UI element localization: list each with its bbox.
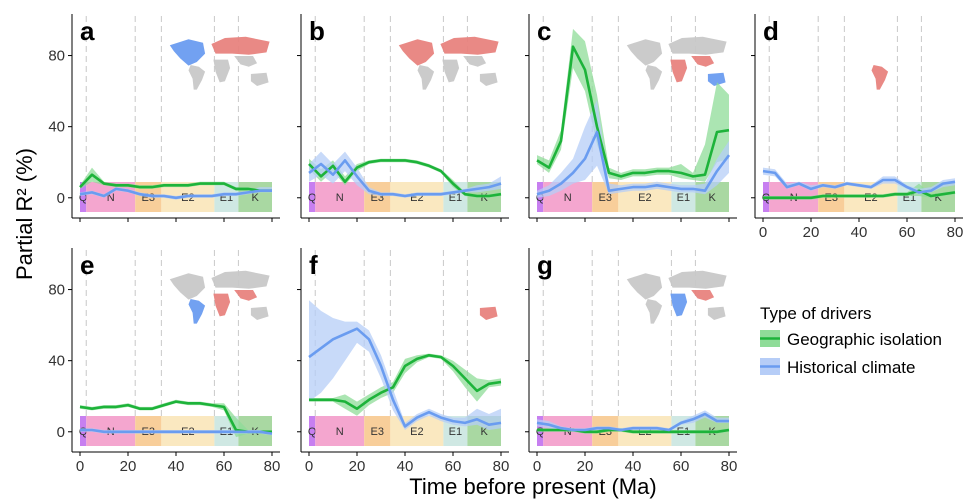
map-region-indomalayan <box>691 290 714 301</box>
legend: Type of drivers Geographic isolation His… <box>760 304 942 377</box>
map-inset-e <box>170 271 270 324</box>
map-region-neotropical <box>646 65 663 90</box>
epoch-label-e2: E2 <box>864 192 877 204</box>
x-tick-label: 20 <box>803 224 820 241</box>
y-tick-label: 0 <box>57 424 65 441</box>
panel-letter-a: a <box>80 16 95 46</box>
x-tick-label: 0 <box>76 458 84 475</box>
map-region-indomalayan <box>234 56 257 67</box>
map-region-indomalayan <box>691 56 714 67</box>
map-region-afrotropical <box>213 60 230 83</box>
x-tick-label: 60 <box>216 458 233 475</box>
epoch-label-e3: E3 <box>371 426 384 438</box>
x-tick-label: 80 <box>947 224 964 241</box>
map-region-neotropical <box>872 65 889 90</box>
x-tick-label: 0 <box>533 458 541 475</box>
map-inset-g <box>627 271 727 324</box>
y-tick-label: 0 <box>57 190 65 207</box>
x-tick-label: 60 <box>673 458 690 475</box>
epoch-label-n: N <box>336 192 344 204</box>
map-inset-c <box>627 37 727 90</box>
epoch-label-n: N <box>564 192 572 204</box>
map-region-neotropical <box>189 65 206 90</box>
series-line-historical-climate <box>80 430 272 434</box>
map-region-palearctic <box>211 271 269 289</box>
map-inset-a <box>170 37 270 90</box>
map-region-neotropical <box>418 65 435 90</box>
x-tick-label: 40 <box>625 458 642 475</box>
x-tick-label: 20 <box>577 458 594 475</box>
panel-letter-c: c <box>537 16 551 46</box>
epoch-label-e2: E2 <box>410 426 423 438</box>
y-tick-label: 40 <box>48 119 65 136</box>
x-tick-label: 40 <box>168 458 185 475</box>
map-region-palearctic <box>440 37 498 55</box>
panel-letter-b: b <box>309 16 325 46</box>
y-tick-label: 40 <box>48 353 65 370</box>
y-tick-label: 80 <box>48 282 65 299</box>
y-axis-label: Partial R² (%) <box>12 148 37 280</box>
map-region-australasian <box>480 307 498 320</box>
epoch-label-e3: E3 <box>825 192 838 204</box>
x-axis-label: Time before present (Ma) <box>409 474 656 499</box>
legend-title: Type of drivers <box>760 304 872 323</box>
map-region-neotropical <box>189 299 206 324</box>
legend-label-geographic-isolation: Geographic isolation <box>787 330 942 349</box>
panel-d: QNE3E2E1K020406080d <box>751 14 963 241</box>
epoch-label-n: N <box>336 426 344 438</box>
map-region-afrotropical <box>670 60 687 83</box>
map-region-nearctic <box>170 273 205 299</box>
map-region-nearctic <box>627 39 662 65</box>
epoch-label-e1: E1 <box>449 426 462 438</box>
x-tick-label: 40 <box>397 458 414 475</box>
map-region-afrotropical <box>670 294 687 317</box>
x-tick-label: 0 <box>759 224 767 241</box>
map-region-palearctic <box>211 37 269 55</box>
map-region-nearctic <box>627 273 662 299</box>
x-tick-label: 0 <box>305 458 313 475</box>
panel-letter-d: d <box>763 16 779 46</box>
x-tick-label: 20 <box>349 458 366 475</box>
map-region-australasian <box>480 73 498 86</box>
epoch-label-k: K <box>481 192 489 204</box>
map-region-australasian <box>251 73 269 86</box>
panel-letter-g: g <box>537 250 553 280</box>
epoch-label-k: K <box>252 192 260 204</box>
map-region-indomalayan <box>463 56 486 67</box>
panel-g: QNE3E2E1K020406080g <box>525 248 737 475</box>
x-tick-label: 20 <box>120 458 137 475</box>
map-region-nearctic <box>399 39 434 65</box>
epoch-label-k: K <box>709 192 717 204</box>
map-region-indomalayan <box>234 290 257 301</box>
x-tick-label: 40 <box>851 224 868 241</box>
map-inset-d <box>853 37 953 90</box>
map-region-australasian <box>251 307 269 320</box>
panel-b: Q N E3 E2 E1 Kb <box>297 14 509 222</box>
map-region-afrotropical <box>213 294 230 317</box>
x-tick-label: 80 <box>264 458 281 475</box>
map-region-neotropical <box>646 299 663 324</box>
panel-letter-e: e <box>80 250 94 280</box>
map-region-australasian <box>708 307 726 320</box>
legend-label-historical-climate: Historical climate <box>787 358 915 377</box>
epoch-label-e1: E1 <box>677 192 690 204</box>
panel-f: Q N E3 E2 E1 K 0 20 40 60 80 f <box>297 248 509 475</box>
map-region-nearctic <box>170 39 205 65</box>
map-inset-f <box>399 271 499 324</box>
y-tick-label: 80 <box>48 48 65 65</box>
panel-letter-f: f <box>309 250 318 280</box>
map-region-palearctic <box>668 37 726 55</box>
map-region-afrotropical <box>442 60 459 83</box>
x-tick-label: 60 <box>899 224 916 241</box>
panel-c: Q N E3 E2 E1 Kc <box>525 14 737 222</box>
x-tick-label: 80 <box>721 458 738 475</box>
x-tick-label: 80 <box>493 458 510 475</box>
map-region-palearctic <box>668 271 726 289</box>
panel-e: QNE3E2E1K04080020406080e <box>48 248 280 475</box>
x-tick-label: 60 <box>445 458 462 475</box>
epoch-label-e2: E2 <box>638 192 651 204</box>
map-inset-b <box>399 37 499 90</box>
